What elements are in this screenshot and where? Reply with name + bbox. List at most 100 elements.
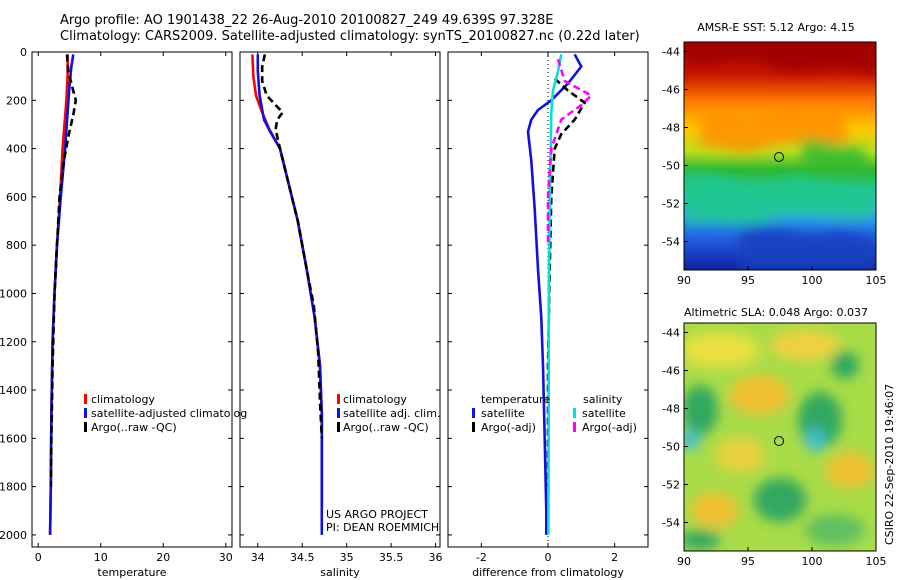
depth-tick-label: 0: [20, 46, 27, 59]
map-x-tick-label: 90: [677, 555, 691, 568]
sst-map-title: AMSR-E SST: 5.12 Argo: 4.15: [697, 21, 855, 34]
project-annotation: US ARGO PROJECT: [326, 508, 428, 521]
map-y-tick-label: -54: [662, 517, 680, 530]
map-y-tick-label: -44: [662, 46, 680, 59]
difference-lines: [526, 53, 593, 535]
sst-map-ticks: 90 95 100 105 -44 -46 -48 -50 -52 -54: [662, 46, 886, 288]
map-x-tick-label: 105: [866, 274, 887, 287]
x-tick-label: 36: [429, 551, 443, 564]
sst-argo-marker: [774, 152, 784, 162]
map-x-tick-label: 100: [802, 555, 823, 568]
map-x-tick-label: 95: [741, 555, 755, 568]
series-line-argo-raw-qc-: [260, 54, 324, 439]
salinity-xlabel: salinity: [320, 566, 360, 579]
x-tick-label: 35.5: [379, 551, 404, 564]
depth-tick-label: 1600: [0, 432, 27, 445]
difference-xlabel: difference from climatology: [472, 566, 624, 579]
map-y-tick-label: -46: [662, 365, 680, 378]
legend-swatch-temp-satellite: [472, 408, 475, 418]
temperature-xlabel: temperature: [97, 566, 166, 579]
page-title: Argo profile: AO 1901438_22 26-Aug-2010 …: [60, 13, 640, 45]
legend-label-satellite-adj: satellite adj. clim.: [343, 407, 440, 420]
x-tick-label: 34: [251, 551, 265, 564]
salinity-lines: [251, 54, 324, 535]
sla-map-ticks: 90 95 100 105 -44 -46 -48 -50 -52 -54: [662, 327, 886, 569]
series-line-salinity-satellite: [546, 54, 563, 535]
map-y-tick-label: -54: [662, 236, 680, 249]
difference-tick-labels: -2 0 2: [448, 51, 648, 564]
map-y-tick-label: -52: [662, 479, 680, 492]
legend-swatch-satellite-adj: [337, 408, 340, 418]
depth-tick-label: 600: [6, 191, 27, 204]
temperature-legend: climatology satellite-adjusted climatolo…: [84, 393, 247, 434]
temperature-lines: [48, 54, 78, 535]
map-y-tick-label: -48: [662, 122, 680, 135]
x-tick-label: 0: [545, 551, 552, 564]
legend-header-salinity: salinity: [583, 393, 623, 406]
sla-map-title: Altimetric SLA: 0.048 Argo: 0.037: [684, 306, 868, 319]
difference-legend: temperature salinity satellite Argo(-adj…: [472, 393, 637, 434]
legend-swatch-satellite-adjusted: [84, 408, 87, 418]
legend-label-temp-argo: Argo(-adj): [481, 421, 536, 434]
x-tick-label: 35: [340, 551, 354, 564]
x-tick-label: 0: [35, 551, 42, 564]
x-tick-label: 34.5: [290, 551, 315, 564]
depth-tick-label: 800: [6, 239, 27, 252]
legend-label-satellite-adjusted: satellite-adjusted climatolog: [91, 407, 247, 420]
x-tick-label: 2: [611, 551, 618, 564]
legend-swatch-sal-satellite: [573, 408, 576, 418]
title-line-1: Argo profile: AO 1901438_22 26-Aug-2010 …: [60, 13, 554, 28]
sla-argo-marker: [774, 436, 784, 446]
sst-map-frame: [683, 41, 877, 271]
map-x-tick-label: 90: [677, 274, 691, 287]
legend-swatch-temp-argo: [472, 422, 475, 432]
x-tick-label: 10: [94, 551, 108, 564]
salinity-axes: [239, 51, 441, 548]
legend-label-argo: Argo(..raw -QC): [91, 421, 177, 434]
x-tick-label: 30: [219, 551, 233, 564]
legend-swatch-climatology: [337, 394, 340, 404]
salinity-tick-labels: 34 34.5 35 35.5 36: [240, 51, 443, 564]
sla-map-image: [684, 323, 876, 551]
depth-tick-label: 200: [6, 94, 27, 107]
series-line-salinity-argo-adj-: [546, 58, 593, 246]
depth-tick-labels: 0 200 400 600 800 1000 1200 1400 1600 1800 2000: [0, 46, 27, 542]
temperature-tick-labels: 0 10 20 30: [32, 51, 233, 564]
legend-header-temperature: temperature: [481, 393, 550, 406]
map-y-tick-label: -50: [662, 160, 680, 173]
legend-swatch-argo: [84, 422, 87, 432]
sla-map-frame: [683, 322, 877, 552]
depth-tick-label: 2000: [0, 529, 27, 542]
legend-swatch-sal-argo: [573, 422, 576, 432]
map-y-tick-label: -52: [662, 198, 680, 211]
pi-annotation: PI: DEAN ROEMMICH: [326, 521, 439, 534]
map-x-tick-label: 95: [741, 274, 755, 287]
legend-label-sal-argo: Argo(-adj): [582, 421, 637, 434]
series-line-temperature-satellite: [526, 53, 583, 535]
legend-swatch-argo: [337, 422, 340, 432]
depth-tick-label: 400: [6, 143, 27, 156]
legend-label-temp-satellite: satellite: [481, 407, 525, 420]
series-line-climatology: [48, 54, 69, 535]
salinity-legend: climatology satellite adj. clim. Argo(..…: [337, 393, 440, 434]
temperature-axes: [31, 51, 233, 548]
series-line-temperature-argo-adj-: [546, 77, 587, 487]
depth-tick-label: 1200: [0, 336, 27, 349]
sst-map-image: [684, 42, 876, 270]
map-x-tick-label: 105: [866, 555, 887, 568]
series-line-argo-raw-qc-: [49, 54, 78, 487]
side-credit-label: CSIRO 22-Sep-2010 19:46:07: [883, 384, 896, 545]
legend-label-climatology: climatology: [343, 393, 407, 406]
depth-tick-label: 1800: [0, 481, 27, 494]
map-x-tick-label: 100: [802, 274, 823, 287]
map-y-tick-label: -48: [662, 403, 680, 416]
x-tick-label: -2: [476, 551, 487, 564]
legend-label-argo: Argo(..raw -QC): [343, 421, 429, 434]
depth-tick-label: 1400: [0, 384, 27, 397]
x-tick-label: 20: [156, 551, 170, 564]
legend-label-sal-satellite: satellite: [582, 407, 626, 420]
map-y-tick-label: -46: [662, 84, 680, 97]
series-line-climatology: [251, 54, 324, 506]
depth-tick-label: 1000: [0, 287, 27, 300]
